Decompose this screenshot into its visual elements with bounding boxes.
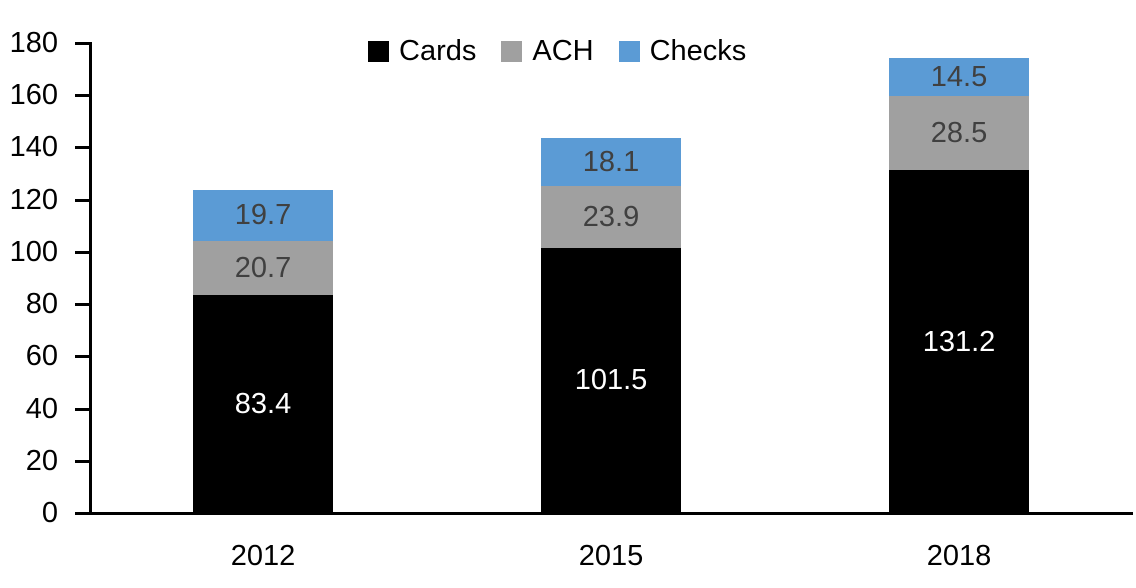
segment-value-label: 18.1 (582, 145, 640, 178)
bar-segment-cards-2015: 101.5 (541, 247, 681, 513)
legend-item-checks: Checks (618, 35, 747, 67)
segment-value-label: 20.7 (234, 252, 292, 285)
bar-segment-checks-2018: 14.5 (889, 58, 1029, 96)
segment-value-label: 101.5 (574, 364, 648, 397)
y-tick-mark (75, 355, 89, 359)
y-axis-tick-label: 160 (9, 79, 58, 112)
y-tick-mark (75, 459, 89, 463)
legend-swatch-ach (501, 40, 523, 62)
y-axis-tick-label: 80 (25, 288, 58, 321)
y-tick-mark (75, 146, 89, 150)
bar-segment-ach-2012: 20.7 (193, 241, 333, 296)
bar-segment-checks-2012: 19.7 (193, 189, 333, 242)
legend-label-ach: ACH (532, 35, 594, 67)
segment-value-label: 23.9 (582, 200, 640, 233)
y-tick-mark (75, 250, 89, 254)
y-axis-tick-label: 20 (25, 444, 58, 477)
legend-item-cards: Cards (368, 36, 476, 66)
bar-segment-cards-2012: 83.4 (193, 295, 333, 513)
legend-swatch-checks (618, 40, 640, 62)
y-tick-mark (75, 198, 89, 202)
bar-segment-checks-2015: 18.1 (541, 138, 681, 186)
legend-swatch-cards (368, 40, 389, 62)
legend-label-cards: Cards (399, 35, 477, 67)
y-tick-mark (75, 42, 89, 45)
y-axis-tick-label: 140 (9, 131, 58, 164)
y-axis-tick-label: 40 (25, 392, 58, 425)
y-axis-tick-label: 120 (9, 183, 58, 216)
x-category-label-2012: 2012 (230, 540, 296, 572)
x-category-label-2018: 2018 (926, 540, 992, 572)
legend: Cards ACH Checks (368, 36, 746, 66)
segment-value-label: 28.5 (930, 117, 988, 150)
y-axis-tick-label: 60 (25, 340, 58, 373)
y-tick-mark (75, 303, 89, 307)
y-axis-tick-label: 100 (9, 235, 58, 268)
y-tick-mark (75, 94, 89, 98)
y-axis-tick-label: 180 (9, 27, 58, 59)
segment-value-label: 19.7 (234, 199, 292, 232)
y-axis-line (89, 42, 92, 513)
bar-segment-ach-2018: 28.5 (889, 96, 1029, 171)
legend-label-checks: Checks (649, 35, 747, 67)
segment-value-label: 14.5 (930, 61, 988, 94)
segment-value-label: 83.4 (234, 388, 292, 421)
bar-segment-cards-2018: 131.2 (889, 170, 1029, 513)
segment-value-label: 131.2 (922, 325, 996, 358)
x-category-label-2015: 2015 (578, 540, 644, 572)
y-tick-mark (75, 407, 89, 411)
legend-item-ach: ACH (501, 35, 594, 67)
x-axis-line (75, 512, 1133, 515)
y-axis-tick-label: 0 (41, 497, 58, 529)
bar-segment-ach-2015: 23.9 (541, 185, 681, 248)
